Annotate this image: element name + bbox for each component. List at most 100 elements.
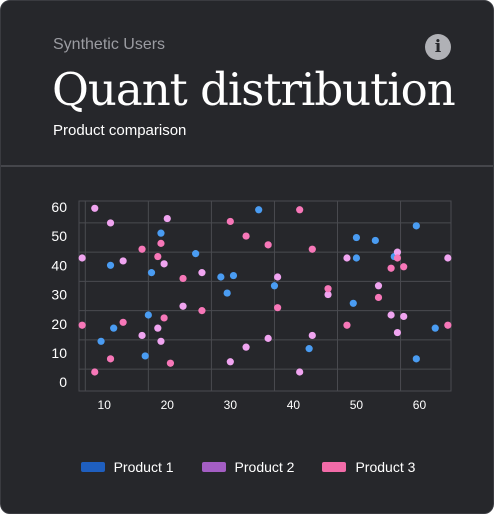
data-point-product-2 (324, 290, 332, 299)
data-point-product-3 (119, 318, 127, 326)
legend-label-product-2: Product 2 (234, 459, 295, 475)
data-point-product-1 (352, 254, 361, 262)
data-point-product-1 (412, 355, 420, 363)
data-point-product-3 (160, 314, 168, 322)
data-point-product-2 (157, 337, 165, 345)
data-point-product-2 (160, 260, 168, 268)
data-point-product-2 (78, 254, 86, 262)
data-point-product-1 (352, 233, 361, 242)
data-point-product-3 (274, 304, 282, 312)
y-tick-label: 20 (51, 316, 67, 332)
data-point-product-3 (393, 254, 402, 262)
data-point-product-1 (349, 299, 357, 307)
data-point-product-3 (138, 245, 146, 253)
data-point-product-1 (97, 337, 105, 345)
chart-title: Quant distribution (52, 63, 456, 116)
data-point-product-3 (387, 264, 395, 272)
y-tick-label: 40 (51, 257, 67, 273)
data-point-product-2 (374, 282, 383, 290)
data-point-product-3 (444, 321, 452, 329)
data-point-product-2 (308, 331, 316, 340)
data-point-product-2 (393, 248, 402, 256)
y-tick-label: 10 (51, 345, 67, 361)
data-point-product-1 (229, 271, 238, 280)
data-point-product-1 (147, 269, 156, 277)
legend-swatch-product-2 (201, 462, 226, 472)
plot-frame (78, 200, 452, 392)
data-point-product-1 (192, 250, 200, 258)
data-point-product-2 (138, 331, 146, 340)
data-point-product-2 (400, 312, 408, 321)
data-point-product-3 (343, 321, 351, 329)
data-point-product-1 (371, 236, 379, 245)
data-point-product-2 (119, 257, 127, 265)
chart-legend: Product 1 Product 2 Product 3 (1, 459, 493, 475)
data-point-product-2 (226, 358, 234, 366)
x-tick-label: 20 (161, 398, 175, 412)
data-point-product-1 (157, 229, 165, 237)
data-point-product-1 (255, 206, 263, 214)
data-point-product-2 (264, 334, 272, 342)
data-point-product-2 (343, 254, 351, 262)
data-point-product-2 (91, 204, 99, 212)
data-point-product-1 (223, 289, 231, 297)
data-point-product-1 (106, 261, 115, 269)
x-tick-label: 30 (224, 398, 238, 412)
data-point-product-2 (179, 302, 187, 310)
legend-label-product-1: Product 1 (113, 459, 174, 475)
data-point-product-1 (144, 311, 152, 319)
info-icon[interactable]: i (425, 34, 451, 60)
data-point-product-3 (154, 252, 162, 261)
data-point-product-1 (110, 324, 118, 332)
x-tick-label: 40 (287, 398, 301, 412)
data-point-product-3 (91, 368, 99, 376)
y-tick-label: 50 (51, 228, 67, 244)
legend-item-product-2[interactable]: Product 2 (201, 459, 295, 475)
data-point-product-1 (141, 352, 149, 360)
x-tick-label: 50 (350, 398, 364, 412)
data-point-product-3 (78, 321, 86, 329)
data-point-product-1 (412, 222, 420, 230)
data-point-product-2 (163, 214, 171, 223)
data-point-product-3 (308, 245, 316, 253)
data-point-product-3 (106, 355, 115, 363)
card-supertitle: Synthetic Users (53, 36, 166, 53)
data-point-product-1 (270, 282, 279, 290)
data-point-product-3 (400, 263, 408, 271)
y-tick-label: 30 (51, 287, 67, 303)
data-point-product-1 (217, 273, 225, 281)
data-point-product-3 (226, 217, 234, 226)
data-point-product-3 (166, 359, 175, 367)
data-point-product-1 (305, 345, 313, 353)
legend-swatch-product-3 (322, 462, 347, 472)
data-point-product-2 (242, 343, 250, 351)
data-point-product-3 (242, 232, 250, 240)
chart-subtitle: Product comparison (53, 122, 187, 139)
y-tick-label: 60 (51, 199, 67, 215)
legend-swatch-product-1 (80, 462, 105, 472)
data-point-product-3 (198, 307, 206, 315)
legend-item-product-3[interactable]: Product 3 (322, 459, 415, 475)
data-point-product-1 (431, 324, 439, 332)
data-point-product-2 (393, 328, 402, 337)
legend-item-product-1[interactable]: Product 1 (80, 459, 174, 475)
data-point-product-2 (296, 368, 304, 376)
data-point-product-2 (154, 324, 162, 332)
x-tick-label: 60 (413, 398, 427, 412)
header-divider (1, 165, 493, 167)
x-tick-label: 10 (98, 398, 112, 412)
data-point-product-3 (296, 206, 304, 214)
data-point-product-3 (374, 293, 383, 302)
data-point-product-2 (387, 311, 395, 319)
y-tick-label: 0 (59, 374, 67, 390)
data-point-product-3 (264, 241, 272, 249)
legend-label-product-3: Product 3 (355, 459, 416, 475)
data-point-product-3 (324, 285, 332, 293)
data-point-product-3 (157, 239, 165, 247)
data-point-product-2 (106, 219, 115, 227)
data-point-product-2 (274, 273, 282, 281)
data-point-product-2 (198, 269, 206, 277)
data-point-product-2 (444, 254, 452, 262)
